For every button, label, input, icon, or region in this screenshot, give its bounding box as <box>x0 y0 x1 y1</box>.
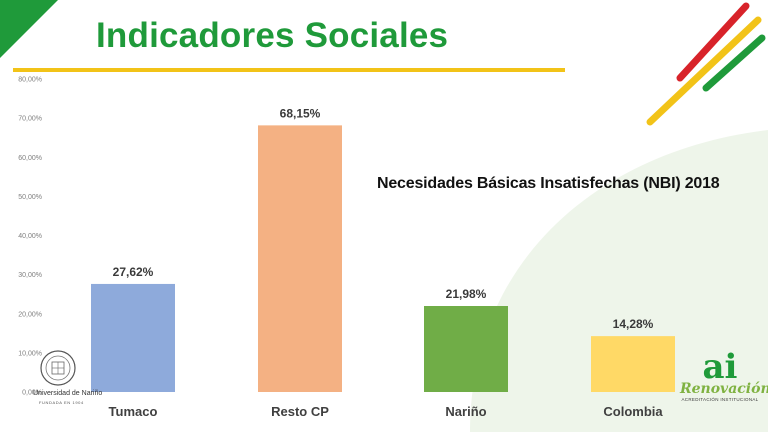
y-axis-ticks: 0,00% 10,00% 20,00% 30,00% 40,00% 50,00% 60,00… <box>18 77 42 397</box>
bar-resto-cp <box>258 125 342 392</box>
x-tick-label: Colombia <box>603 404 663 419</box>
y-tick-label: 70,00% <box>18 116 42 123</box>
y-tick-label: 40,00% <box>18 233 42 240</box>
y-tick-label: 10,00% <box>18 350 42 357</box>
value-label: 68,15% <box>280 106 321 120</box>
bar-colombia <box>591 336 675 392</box>
value-labels-group: 27,62% 68,15% 21,98% 14,28% <box>113 106 654 331</box>
university-caption: FUNDADA EN 1904 <box>39 400 84 405</box>
university-seal-icon <box>40 350 76 386</box>
x-tick-label: Resto CP <box>271 404 329 419</box>
diagonal-stripes-decoration <box>646 2 766 126</box>
y-tick-label: 30,00% <box>18 272 42 279</box>
y-tick-label: 0,00% <box>22 390 42 397</box>
chart-title: Necesidades Básicas Insatisfechas (NBI) … <box>377 175 720 192</box>
y-tick-label: 80,00% <box>18 77 42 84</box>
logo-subtitle: ACREDITACIÓN INSTITUCIONAL <box>681 397 759 402</box>
x-axis-labels-group: Tumaco Resto CP Nariño Colombia <box>109 404 664 419</box>
title-underline <box>13 68 565 72</box>
bar-nari-o <box>424 306 508 392</box>
value-label: 21,98% <box>446 287 487 301</box>
page-title: Indicadores Sociales <box>96 16 449 55</box>
value-label: 27,62% <box>113 265 154 279</box>
corner-triangle-decoration <box>0 0 58 58</box>
logo-name: Renovación <box>680 381 768 397</box>
y-tick-label: 20,00% <box>18 311 42 318</box>
x-tick-label: Nariño <box>445 404 486 419</box>
bar-tumaco <box>91 283 175 392</box>
bars-group <box>91 125 675 392</box>
university-name: Universidad de Nariño <box>33 390 103 397</box>
value-label: 14,28% <box>613 317 654 331</box>
logo-letters: ai <box>702 347 738 387</box>
renovacion-logo: ai Renovación ACREDITACIÓN INSTITUCIONAL <box>680 347 768 402</box>
y-tick-label: 60,00% <box>18 155 42 162</box>
x-tick-label: Tumaco <box>109 404 158 419</box>
y-tick-label: 50,00% <box>18 194 42 201</box>
